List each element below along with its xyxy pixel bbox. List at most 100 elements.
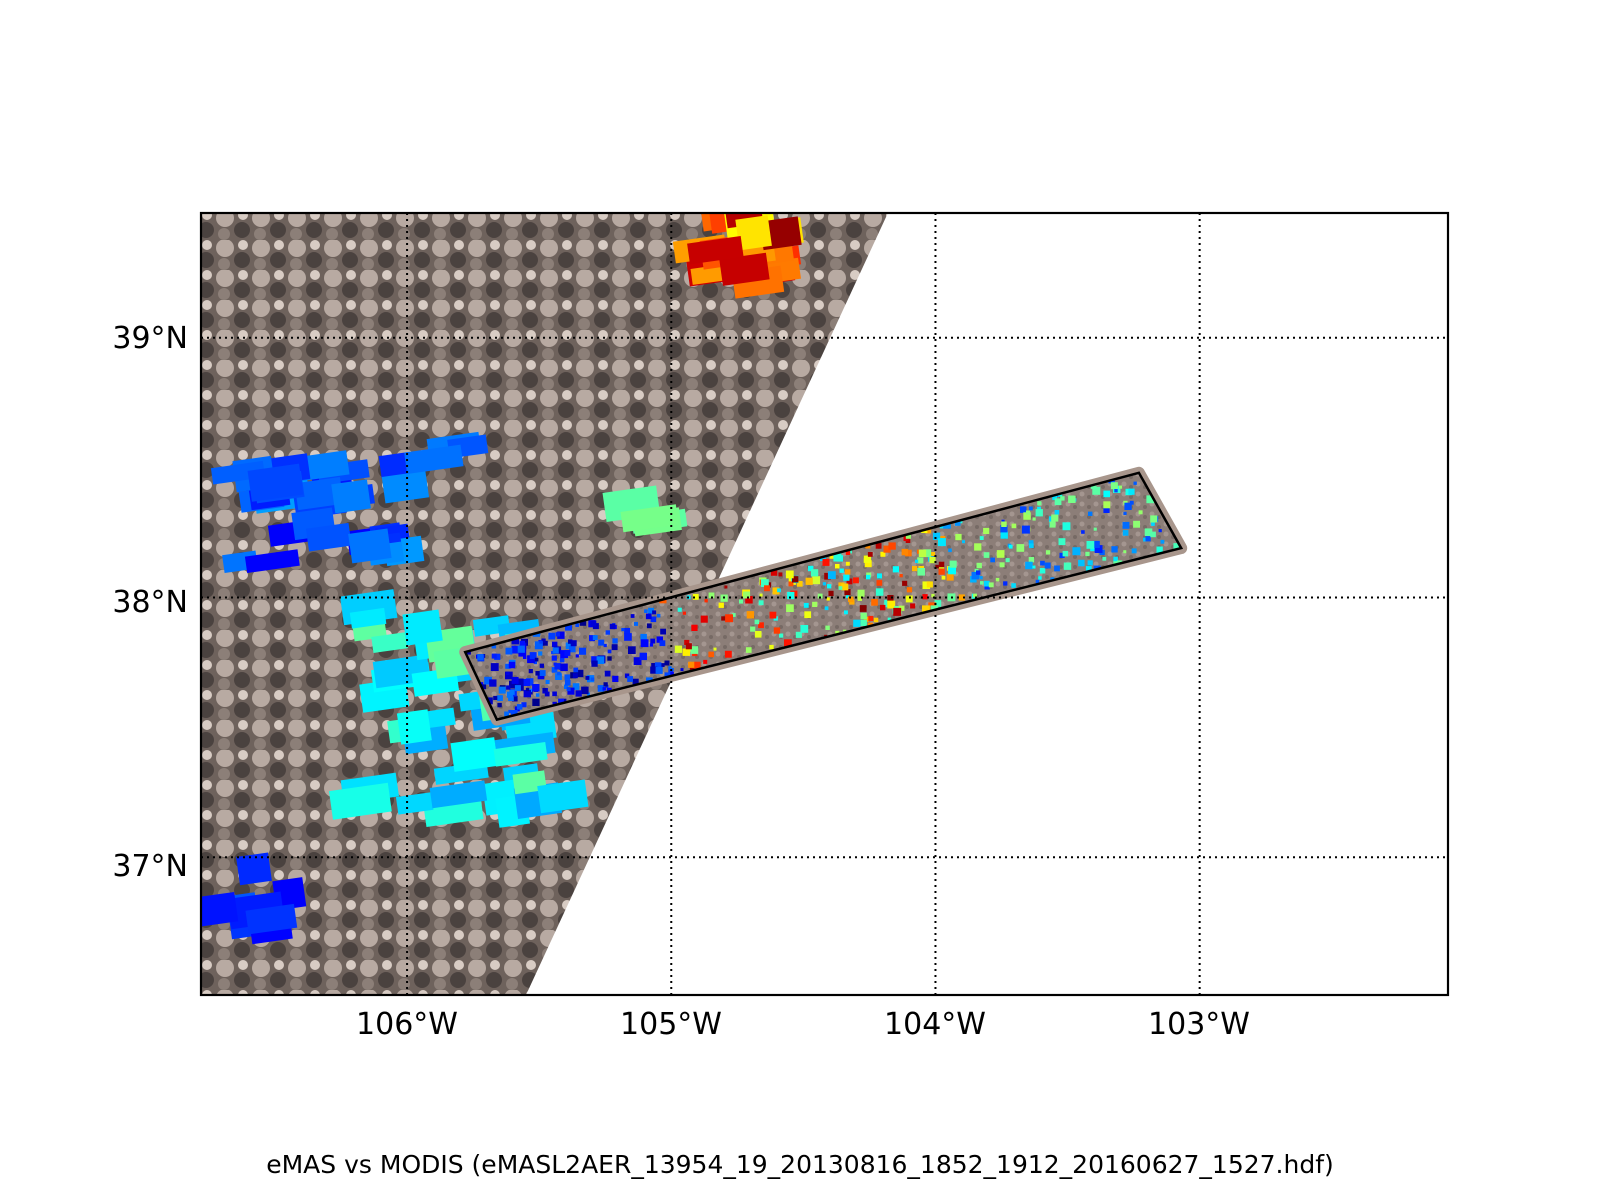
emas-pixel-699 [1123, 511, 1127, 515]
emas-pixel-647 [1150, 515, 1158, 523]
emas-pixel-381 [529, 652, 537, 659]
emas-pixel-549 [932, 532, 941, 540]
emas-pixel-244 [680, 668, 684, 672]
modis-pixel-1-23 [381, 470, 430, 504]
emas-pixel-179 [1028, 557, 1035, 563]
emas-pixel-280 [1111, 546, 1118, 553]
lon-label-103w: 103°W [1148, 1007, 1250, 1042]
emas-pixel-218 [505, 647, 513, 655]
emas-pixel-679 [649, 643, 654, 647]
emas-pixel-675 [949, 560, 957, 568]
emas-pixel-402 [1085, 566, 1092, 572]
emas-pixel-393 [648, 607, 654, 614]
emas-pixel-603 [772, 587, 780, 595]
emas-pixel-556 [560, 663, 568, 671]
emas-pixel-367 [565, 623, 572, 631]
emas-pixel-501 [958, 594, 965, 601]
emas-pixel-597 [506, 685, 511, 690]
emas-pixel-113 [528, 669, 533, 674]
lat-labels: 39°N 38°N 37°N [112, 321, 188, 884]
emas-pixel-61 [505, 671, 513, 680]
emas-pixel-465 [939, 525, 944, 529]
emas-pixel-345 [859, 605, 867, 612]
emas-pixel-691 [514, 685, 521, 692]
emas-pixel-527 [926, 581, 933, 588]
emas-pixel-171 [877, 573, 882, 579]
lat-label-37n: 37°N [112, 849, 188, 884]
emas-pixel-583 [867, 552, 873, 557]
emas-pixel-287 [864, 560, 872, 568]
emas-pixel-530 [704, 599, 708, 603]
emas-pixel-643 [539, 640, 543, 644]
emas-pixel-188 [634, 621, 638, 626]
emas-pixel-278 [539, 670, 546, 676]
emas-pixel-564 [743, 591, 751, 599]
emas-pixel-423 [1000, 531, 1008, 539]
emas-pixel-384 [941, 575, 946, 580]
emas-pixel-541 [1029, 543, 1034, 549]
emas-pixel-0 [624, 627, 631, 634]
emas-pixel-343 [1038, 576, 1042, 580]
emas-pixel-568 [1001, 521, 1007, 527]
emas-pixel-20 [779, 633, 784, 638]
emas-pixel-104 [863, 616, 869, 622]
emas-pixel-123 [1143, 537, 1147, 542]
emas-pixel-498 [824, 606, 829, 611]
map-plot-area [201, 213, 1448, 995]
emas-pixel-311 [880, 551, 886, 557]
emas-pixel-333 [510, 710, 518, 717]
emas-pixel-678 [703, 659, 708, 664]
emas-pixel-536 [497, 702, 502, 708]
emas-pixel-426 [1103, 501, 1111, 509]
emas-pixel-504 [848, 596, 854, 603]
emas-pixel-526 [844, 610, 848, 615]
modis-pixel-0-20 [735, 215, 772, 251]
emas-pixel-190 [931, 593, 935, 598]
emas-pixel-360 [557, 671, 561, 676]
emas-pixel-322 [644, 609, 648, 613]
emas-pixel-151 [511, 695, 518, 702]
emas-pixel-119 [984, 584, 990, 590]
emas-pixel-138 [656, 636, 663, 643]
emas-pixel-74 [521, 702, 527, 708]
emas-pixel-299 [630, 614, 635, 618]
emas-pixel-649 [1044, 562, 1051, 569]
emas-pixel-550 [1000, 525, 1008, 533]
emas-pixel-471 [990, 557, 995, 563]
emas-pixel-388 [1086, 541, 1095, 549]
emas-pixel-411 [532, 684, 540, 692]
emas-pixel-172 [866, 574, 871, 580]
emas-pixel-409 [560, 650, 569, 659]
emas-pixel-542 [1011, 583, 1016, 588]
emas-pixel-350 [844, 589, 851, 596]
emas-pixel-200 [745, 596, 753, 604]
emas-pixel-298 [1059, 552, 1065, 558]
modis-pixel-0-21 [687, 236, 744, 265]
emas-pixel-182 [746, 611, 755, 619]
emas-pixel-567 [1128, 488, 1135, 495]
modis-pixel-1-28 [348, 528, 392, 564]
emas-pixel-628 [761, 579, 769, 587]
emas-pixel-317 [1054, 565, 1060, 572]
emas-pixel-191 [693, 661, 701, 669]
emas-pixel-82 [603, 643, 607, 648]
emas-pixel-631 [660, 628, 666, 635]
emas-pixel-363 [1113, 556, 1118, 562]
emas-pixel-663 [575, 690, 582, 697]
emas-pixel-440 [1028, 540, 1034, 545]
emas-pixel-404 [654, 662, 662, 669]
emas-pixel-219 [758, 600, 764, 606]
emas-pixel-34 [796, 581, 803, 587]
emas-pixel-91 [612, 638, 618, 644]
emas-pixel-169 [835, 564, 840, 569]
emas-pixel-374 [1088, 511, 1093, 516]
emas-pixel-480 [639, 652, 647, 661]
emas-pixel-449 [516, 704, 523, 710]
emas-pixel-98 [857, 589, 865, 597]
emas-pixel-314 [910, 603, 916, 609]
emas-pixel-697 [845, 569, 851, 575]
emas-pixel-521 [880, 604, 886, 611]
emas-pixel-354 [787, 591, 795, 600]
emas-pixel-481 [498, 686, 506, 694]
emas-pixel-433 [555, 632, 560, 637]
